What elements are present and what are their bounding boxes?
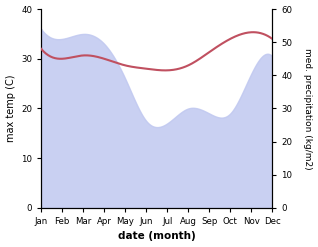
X-axis label: date (month): date (month) [118,231,196,242]
Y-axis label: max temp (C): max temp (C) [5,75,16,142]
Y-axis label: med. precipitation (kg/m2): med. precipitation (kg/m2) [303,48,313,169]
